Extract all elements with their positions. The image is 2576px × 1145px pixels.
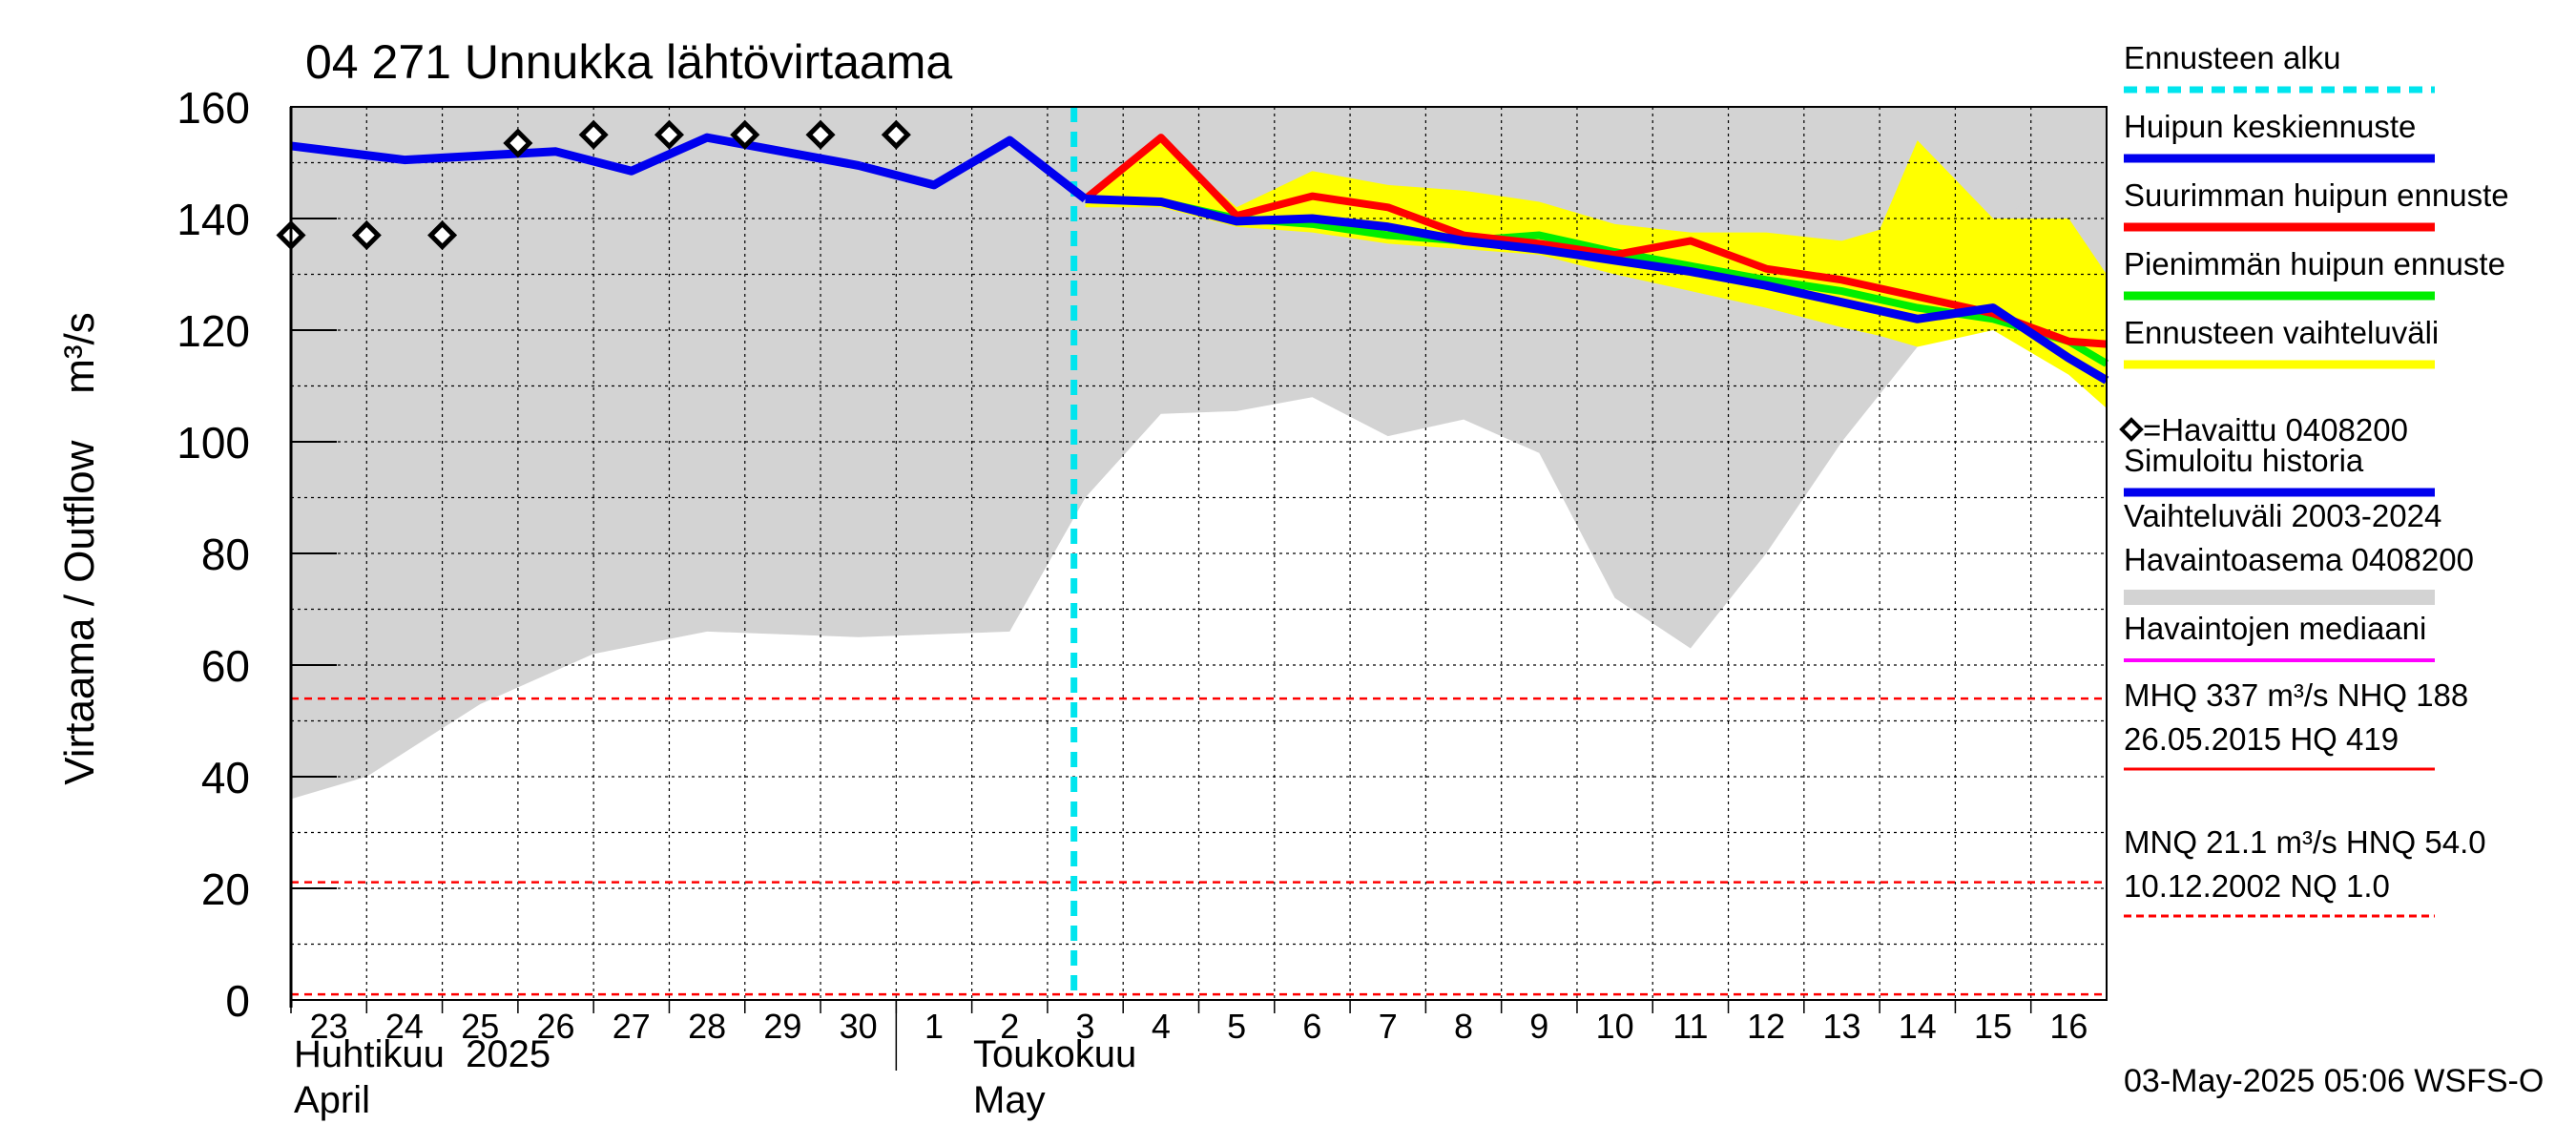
legend-label-2-mnq-21-1-m-s-hnq-54-0: 10.12.2002 NQ 1.0	[2124, 868, 2390, 904]
x-tick-label: 3	[1076, 1007, 1095, 1046]
legend-label-havaittu-0408200: =Havaittu 0408200	[2143, 412, 2408, 448]
legend-label-mnq-21-1-m-s-hnq-54-0: MNQ 21.1 m³/s HNQ 54.0	[2124, 824, 2486, 860]
x-tick-label: 8	[1454, 1007, 1473, 1046]
legend-layer: Ennusteen alku Huipun keskiennuste Suurimm…	[2119, 40, 2509, 918]
x-tick-label: 13	[1822, 1007, 1860, 1046]
y-tick-label: 60	[201, 641, 250, 691]
legend-label-vaihteluv-li-2003-2024: Vaihteluväli 2003-2024	[2124, 498, 2441, 533]
x-tick-label: 24	[385, 1007, 424, 1046]
y-tick-label: 100	[177, 418, 250, 468]
legend-label-pienimm-n-huipun-ennuste: Pienimmän huipun ennuste	[2124, 246, 2505, 281]
observed-point	[881, 119, 911, 150]
observed-point	[730, 119, 760, 150]
x-tick-label: 4	[1152, 1007, 1171, 1046]
legend-label-mhq-337-m-s-nhq-188: MHQ 337 m³/s NHQ 188	[2124, 677, 2468, 713]
y-tick-label: 80	[201, 530, 250, 579]
x-tick-label: 23	[310, 1007, 348, 1046]
x-tick-label: 2	[1000, 1007, 1019, 1046]
observed-point	[578, 119, 609, 150]
month-label-may-fi: Toukokuu	[973, 1033, 1136, 1075]
observed-markers-layer	[276, 119, 911, 251]
x-tick-label: 14	[1899, 1007, 1937, 1046]
observed-point	[427, 220, 458, 251]
x-tick-label: 12	[1747, 1007, 1785, 1046]
x-tick-label: 1	[924, 1007, 944, 1046]
month-label-april-en: April	[294, 1079, 370, 1121]
y-tick-label: 0	[225, 976, 250, 1026]
x-tick-label: 6	[1302, 1007, 1321, 1046]
observed-point	[654, 119, 684, 150]
grid-layer	[291, 107, 2107, 1000]
x-tick-label: 25	[461, 1007, 499, 1046]
reference-lines-layer	[291, 107, 2107, 1000]
x-tick-label: 10	[1596, 1007, 1634, 1046]
y-axis-label: Virtaama / Outflow m³/s	[56, 312, 103, 785]
x-tick-label: 26	[536, 1007, 574, 1046]
legend-label-2-mhq-337-m-s-nhq-188: 26.05.2015 HQ 419	[2124, 721, 2399, 757]
legend-marker	[2119, 417, 2144, 442]
forecast-band	[1085, 140, 2107, 408]
y-tick-label: 120	[177, 306, 250, 356]
x-tick-label: 11	[1672, 1007, 1708, 1046]
x-tick-label: 29	[763, 1007, 801, 1046]
y-tick-label: 140	[177, 195, 250, 244]
legend-label-ennusteen-alku: Ennusteen alku	[2124, 40, 2341, 75]
legend-label-havaintojen-mediaani: Havaintojen mediaani	[2124, 611, 2426, 646]
x-tick-label: 15	[1974, 1007, 2012, 1046]
legend-label-simuloitu-historia: Simuloitu historia	[2124, 443, 2364, 478]
series-line-huipun-keskiennuste	[1085, 195, 2109, 385]
x-tick-label: 27	[613, 1007, 651, 1046]
history-band-peak	[1963, 107, 2107, 269]
observed-point	[351, 220, 382, 251]
y-tick-label: 160	[177, 83, 250, 133]
legend-label-huipun-keskiennuste: Huipun keskiennuste	[2124, 109, 2416, 144]
x-tick-label: 16	[2049, 1007, 2088, 1046]
x-tick-label: 9	[1529, 1007, 1548, 1046]
observed-point	[503, 128, 533, 158]
footer-timestamp: 03-May-2025 05:06 WSFS-O	[2124, 1063, 2544, 1099]
legend-label-2-vaihteluv-li-2003-2024: Havaintoasema 0408200	[2124, 542, 2474, 577]
month-label-april-fi: Huhtikuu 2025	[294, 1033, 551, 1075]
legend-label-ennusteen-vaihteluv-li: Ennusteen vaihteluväli	[2124, 315, 2439, 350]
legend-label-suurimman-huipun-ennuste: Suurimman huipun ennuste	[2124, 177, 2509, 213]
x-tick-label: 7	[1379, 1007, 1398, 1046]
x-tick-label: 30	[840, 1007, 878, 1046]
month-label-may-en: May	[973, 1079, 1046, 1121]
x-tick-label: 5	[1227, 1007, 1246, 1046]
observed-point	[805, 119, 836, 150]
chart-title: 04 271 Unnukka lähtövirtaama	[305, 35, 952, 89]
y-tick-label: 20	[201, 864, 250, 914]
x-tick-label: 28	[688, 1007, 726, 1046]
y-tick-label: 40	[201, 753, 250, 802]
